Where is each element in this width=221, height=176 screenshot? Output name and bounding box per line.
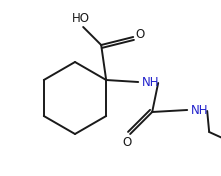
Text: NH: NH: [191, 103, 208, 117]
Text: O: O: [135, 29, 145, 42]
Text: NH: NH: [141, 76, 159, 89]
Text: HO: HO: [72, 12, 90, 26]
Text: O: O: [123, 136, 132, 149]
